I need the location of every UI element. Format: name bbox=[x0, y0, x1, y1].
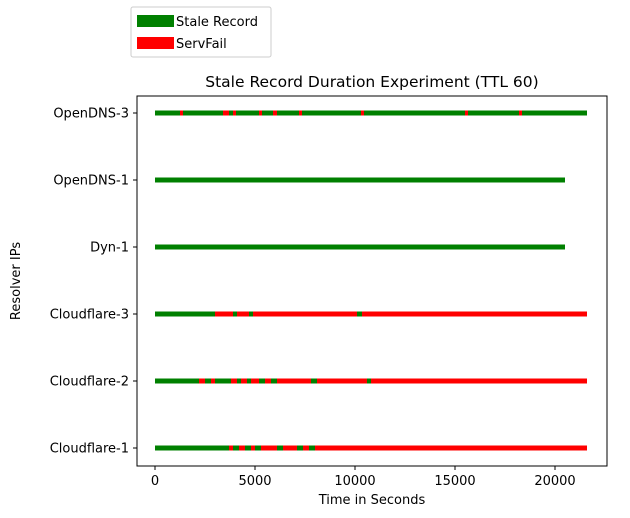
servfail-segment-cloudflare-2-1 bbox=[211, 378, 215, 384]
servfail-segment-cloudflare-3-3 bbox=[362, 311, 587, 317]
servfail-segment-cloudflare-1-4 bbox=[283, 445, 297, 451]
series-row-opendns-1 bbox=[155, 177, 565, 183]
servfail-segment-opendns-3-1 bbox=[223, 110, 229, 116]
x-tick-label-0: 0 bbox=[151, 474, 159, 489]
servfail-segment-cloudflare-1-2 bbox=[251, 445, 255, 451]
servfail-segment-cloudflare-2-6 bbox=[277, 378, 311, 384]
series-row-dyn-1 bbox=[155, 244, 565, 250]
x-tick-label-15000: 15000 bbox=[434, 474, 475, 489]
y-tick-label-cloudflare-3: Cloudflare-3 bbox=[50, 308, 129, 323]
servfail-segment-opendns-3-5 bbox=[299, 110, 302, 116]
y-axis-ticks: OpenDNS-3 OpenDNS-1 Dyn-1 Cloudflare-3 Cloud… bbox=[50, 107, 137, 457]
servfail-segment-cloudflare-3-1 bbox=[237, 311, 249, 317]
servfail-segment-cloudflare-2-7 bbox=[317, 378, 367, 384]
servfail-segment-cloudflare-3-2 bbox=[253, 311, 357, 317]
stale-record-bar-opendns-1 bbox=[155, 177, 565, 183]
servfail-segment-cloudflare-1-3 bbox=[261, 445, 277, 451]
legend-swatch-servfail bbox=[137, 37, 174, 49]
servfail-segment-cloudflare-2-0 bbox=[199, 378, 205, 384]
y-tick-label-opendns-3: OpenDNS-3 bbox=[53, 107, 129, 122]
timeline-bars bbox=[155, 110, 587, 451]
servfail-segment-cloudflare-2-8 bbox=[371, 378, 587, 384]
x-tick-label-5000: 5000 bbox=[238, 474, 271, 489]
x-tick-label-20000: 20000 bbox=[534, 474, 575, 489]
servfail-segment-opendns-3-2 bbox=[233, 110, 236, 116]
servfail-segment-opendns-3-8 bbox=[519, 110, 522, 116]
servfail-segment-cloudflare-2-2 bbox=[231, 378, 237, 384]
servfail-segment-opendns-3-3 bbox=[259, 110, 262, 116]
servfail-segment-cloudflare-2-3 bbox=[241, 378, 247, 384]
servfail-segment-opendns-3-6 bbox=[361, 110, 364, 116]
y-tick-label-cloudflare-2: Cloudflare-2 bbox=[50, 375, 129, 390]
servfail-segment-cloudflare-3-0 bbox=[215, 311, 233, 317]
servfail-segment-cloudflare-2-5 bbox=[265, 378, 271, 384]
y-tick-label-cloudflare-1: Cloudflare-1 bbox=[50, 442, 129, 457]
legend-label-stale-record: Stale Record bbox=[176, 15, 258, 30]
servfail-segment-cloudflare-1-1 bbox=[239, 445, 245, 451]
series-row-cloudflare-2 bbox=[155, 378, 587, 384]
servfail-segment-opendns-3-4 bbox=[273, 110, 277, 116]
servfail-segment-cloudflare-1-5 bbox=[303, 445, 309, 451]
stale-record-bar-dyn-1 bbox=[155, 244, 565, 250]
series-row-cloudflare-1 bbox=[155, 445, 587, 451]
legend: Stale Record ServFail bbox=[130, 6, 272, 58]
stale-record-bar-opendns-3 bbox=[155, 110, 587, 116]
plot-area bbox=[136, 95, 608, 467]
legend-label-servfail: ServFail bbox=[176, 37, 227, 52]
y-tick-label-dyn-1: Dyn-1 bbox=[90, 241, 129, 256]
servfail-segment-opendns-3-7 bbox=[465, 110, 468, 116]
y-axis-title: Resolver IPs bbox=[9, 242, 24, 320]
servfail-segment-cloudflare-1-6 bbox=[315, 445, 587, 451]
series-row-cloudflare-3 bbox=[155, 311, 587, 317]
legend-swatch-stale-record bbox=[137, 15, 174, 27]
y-tick-label-opendns-1: OpenDNS-1 bbox=[53, 174, 129, 189]
servfail-segment-cloudflare-1-0 bbox=[229, 445, 233, 451]
chart-title: Stale Record Duration Experiment (TTL 60… bbox=[205, 73, 538, 91]
x-axis-ticks: 0 5000 10000 15000 20000 bbox=[151, 466, 576, 489]
series-row-opendns-3 bbox=[155, 110, 587, 116]
servfail-segment-opendns-3-0 bbox=[180, 110, 183, 116]
x-tick-label-10000: 10000 bbox=[334, 474, 375, 489]
servfail-segment-cloudflare-2-4 bbox=[251, 378, 259, 384]
x-axis-title: Time in Seconds bbox=[318, 493, 426, 508]
